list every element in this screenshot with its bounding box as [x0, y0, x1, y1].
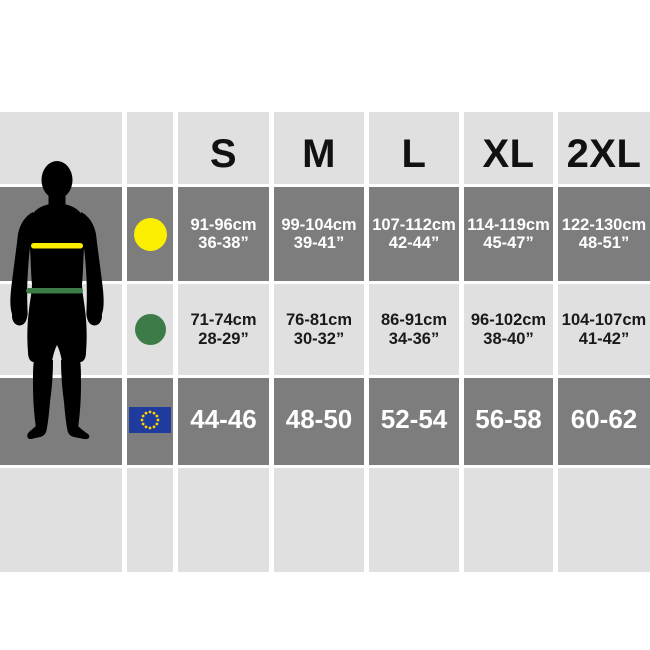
marker-header-cell [127, 112, 173, 184]
waist-cell-m: 76-81cm 30-32” [274, 284, 364, 375]
header-size-xl: XL [464, 112, 553, 184]
waist-range: 104-107cm 41-42” [561, 311, 647, 348]
header-size-2xl: 2XL [558, 112, 650, 184]
empty-cell [178, 468, 269, 572]
chest-marker-yellow-circle-icon [133, 217, 167, 251]
chest-range: 122-130cm 48-51” [561, 215, 647, 253]
eu-cell-2xl: 60-62 [558, 378, 650, 465]
waist-marker-green-circle-icon [134, 314, 166, 345]
chest-range: 91-96cm 36-38” [190, 215, 257, 253]
figure-bg-cell-waist [0, 284, 122, 375]
waist-cell-xl: 96-102cm 38-40” [464, 284, 553, 375]
eu-size-value: 44-46 [190, 403, 257, 434]
size-label: S [209, 132, 238, 176]
waist-range: 76-81cm 30-32” [285, 311, 353, 348]
figure-bg-cell-chest [0, 187, 122, 281]
figure-bg-cell-bottom [0, 468, 122, 572]
eu-size-value: 56-58 [475, 403, 542, 434]
eu-cell-l: 52-54 [369, 378, 459, 465]
chest-cell-s: 91-96cm 36-38” [178, 187, 269, 281]
chest-range: 114-119cm 45-47” [467, 215, 550, 253]
chest-cell-l: 107-112cm 42-44” [369, 187, 459, 281]
figure-header-cell [0, 112, 122, 184]
waist-range: 86-91cm 34-36” [380, 311, 448, 348]
waist-marker-cell [127, 284, 173, 375]
eu-size-value: 60-62 [570, 403, 638, 434]
chest-cell-m: 99-104cm 39-41” [274, 187, 364, 281]
eu-size-value: 52-54 [380, 403, 448, 434]
waist-cell-l: 86-91cm 34-36” [369, 284, 459, 375]
empty-cell [127, 468, 173, 572]
chest-cell-2xl: 122-130cm 48-51” [558, 187, 650, 281]
eu-size-value: 48-50 [285, 403, 353, 434]
eu-cell-m: 48-50 [274, 378, 364, 465]
eu-flag-icon [129, 407, 171, 433]
size-label: M [302, 132, 336, 176]
empty-cell [464, 468, 553, 572]
size-label: XL [482, 132, 535, 176]
empty-cell [369, 468, 459, 572]
size-label: L [401, 132, 427, 176]
figure-bg-cell-eu [0, 378, 122, 465]
size-label: 2XL [566, 132, 642, 176]
waist-range: 71-74cm 28-29” [190, 311, 257, 348]
header-size-l: L [369, 112, 459, 184]
waist-cell-s: 71-74cm 28-29” [178, 284, 269, 375]
empty-cell [558, 468, 650, 572]
eu-flag-cell [127, 378, 173, 465]
waist-range: 96-102cm 38-40” [470, 311, 547, 348]
eu-cell-s: 44-46 [178, 378, 269, 465]
eu-cell-xl: 56-58 [464, 378, 553, 465]
chest-cell-xl: 114-119cm 45-47” [464, 187, 553, 281]
waist-cell-2xl: 104-107cm 41-42” [558, 284, 650, 375]
chest-range: 99-104cm 39-41” [281, 215, 357, 253]
header-size-s: S [178, 112, 269, 184]
header-size-m: M [274, 112, 364, 184]
chest-range: 107-112cm 42-44” [372, 215, 456, 253]
size-chart-table: S M L XL 2XL 91-96cm 36-38” 99-104cm [0, 112, 650, 572]
empty-cell [274, 468, 364, 572]
chest-marker-cell [127, 187, 173, 281]
